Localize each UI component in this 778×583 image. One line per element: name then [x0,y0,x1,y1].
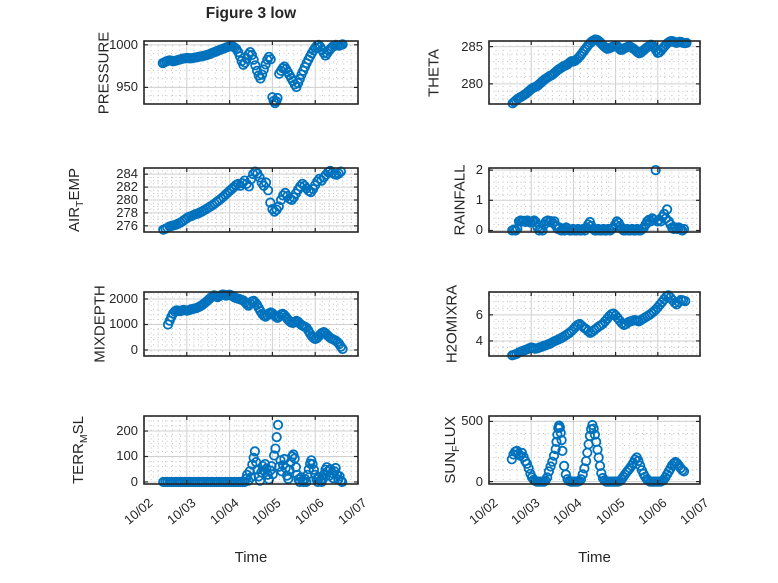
subplot-pressure [143,39,359,109]
y-tick-label: 4 [475,332,483,348]
scatter-points [157,39,348,109]
subplot-sun_flux [488,415,701,487]
subplot-terr_msl [143,415,359,488]
y-tick-label: 2000 [109,290,138,306]
tick-marks [143,168,359,232]
scatter-points [162,289,348,355]
y-tick-label: 278 [116,204,138,220]
y-tick-label: 285 [461,38,483,54]
y-axis-label-sun_flux: SUNFLUX [442,416,462,484]
y-tick-label: 276 [116,217,138,233]
subplot-rainfall [488,165,701,236]
scatter-points [507,34,692,109]
y-tick-label: 2 [475,162,483,178]
tick-marks [488,416,701,484]
y-tick-label: 0 [130,473,138,489]
subplot-h2omixra [488,290,701,361]
y-tick-label: 280 [116,192,138,207]
tick-marks [143,416,359,484]
tick-marks [143,41,359,104]
x-axis-label-right: Time [578,549,611,566]
y-axis-label-h2omixra: H2OMIXRA [443,284,461,364]
tick-marks [488,292,701,356]
axes-box [143,40,359,105]
major-grid [488,292,701,356]
y-axis-label-terr_msl: TERRMSL [70,416,90,484]
y-tick-label: 0 [475,473,483,489]
tick-marks [488,168,701,232]
y-tick-label: 0 [130,342,138,357]
axes-box [143,415,359,485]
subplot-air_temp [143,165,359,235]
y-tick-label: 282 [116,179,138,195]
y-tick-label: 1000 [109,36,138,52]
y-axis-label-rainfall: RAINFALL [451,164,469,236]
y-tick-label: 100 [116,448,138,464]
tick-marks [143,292,359,356]
axes-box [488,291,701,357]
x-axis-label-left: Time [234,549,268,566]
minor-grid [489,41,700,104]
y-axis-label-mixdepth: MIXDEPTH [91,285,109,363]
y-tick-label: 280 [461,75,483,91]
figure-title: Figure 3 low [205,5,297,22]
subplot-theta [488,34,701,109]
y-tick-label: 950 [116,79,138,95]
scatter-points [158,165,346,235]
y-tick-label: 500 [461,413,483,429]
subplot-mixdepth [143,289,359,357]
tick-marks [488,41,701,104]
y-tick-label: 1000 [109,316,138,332]
scatter-points [506,419,690,487]
scatter-points [507,290,691,361]
y-axis-label-theta: THETA [425,48,443,97]
y-tick-label: 0 [475,222,483,238]
axes-box [488,415,701,485]
y-axis-label-air_temp: AIRTEMP [66,168,86,232]
y-tick-label: 200 [116,423,138,439]
y-tick-label: 6 [475,306,483,322]
y-axis-label-pressure: PRESSURE [95,31,113,114]
axes-box [488,40,701,105]
scatter-points [158,419,348,488]
y-tick-label: 284 [116,166,138,182]
y-tick-label: 1 [475,192,483,208]
